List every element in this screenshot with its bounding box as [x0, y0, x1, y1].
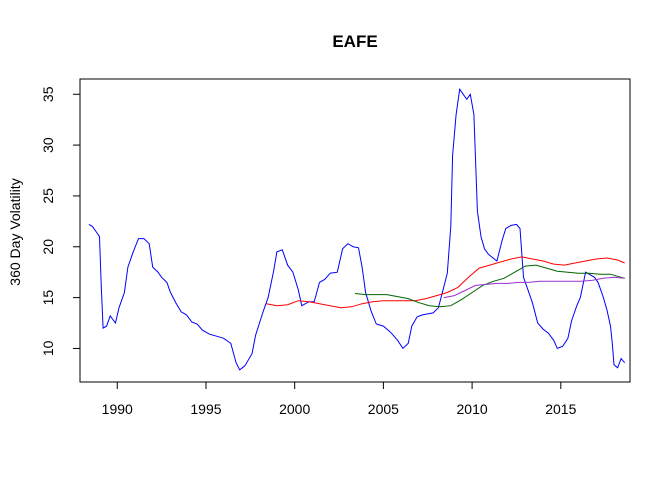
chart-title: EAFE — [332, 32, 377, 51]
y-axis-label: 360 Day Volatility — [7, 178, 23, 285]
series-line-3 — [354, 264, 625, 308]
x-tick-label: 2010 — [457, 401, 488, 417]
y-tick-label: 30 — [40, 137, 56, 153]
y-tick-label: 10 — [40, 340, 56, 356]
series-line-2 — [266, 256, 625, 309]
x-tick-label: 1995 — [190, 401, 221, 417]
y-tick-label: 25 — [40, 188, 56, 204]
x-tick-label: 1990 — [102, 401, 133, 417]
x-tick-label: 2000 — [279, 401, 310, 417]
y-axis: 10 15 20 25 30 35 — [40, 86, 81, 356]
y-tick-label: 35 — [40, 86, 56, 102]
x-tick-label: 2015 — [545, 401, 576, 417]
x-axis: 1990 1995 2000 2005 2010 2015 — [102, 381, 577, 417]
series-layer — [88, 87, 626, 371]
series-line-1 — [88, 87, 626, 371]
plot-frame — [79, 78, 631, 383]
y-tick-label: 15 — [40, 290, 56, 306]
x-tick-label: 2005 — [368, 401, 399, 417]
series-line-4 — [443, 276, 625, 299]
y-tick-label: 20 — [40, 239, 56, 255]
